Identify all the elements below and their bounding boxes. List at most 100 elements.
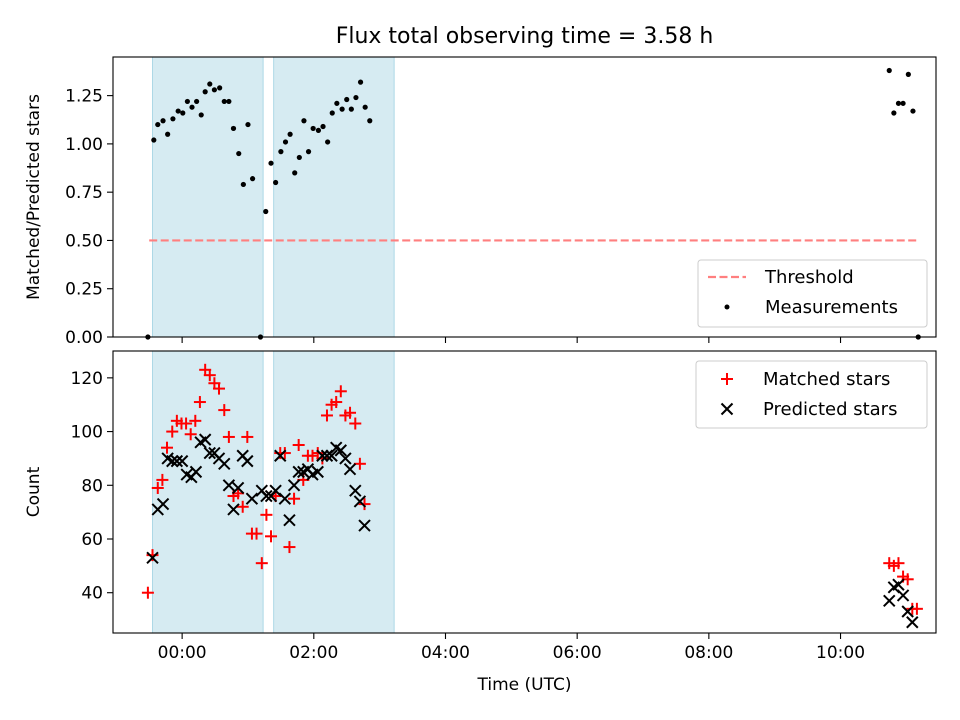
y-tick-label: 120 [71, 369, 103, 389]
predicted-star-point [218, 457, 231, 471]
legend-matched-label: Matched stars [763, 369, 890, 390]
matched-star-point [160, 441, 173, 454]
legend-measurements-label: Measurements [765, 297, 898, 318]
predicted-star-point [189, 465, 203, 479]
measurement-point [334, 100, 340, 106]
bottom-points-layer [141, 363, 923, 629]
predicted-star-point [283, 513, 296, 527]
predicted-star-point [203, 446, 216, 460]
measurement-point [900, 100, 906, 106]
predicted-star-point [175, 454, 189, 468]
measurement-point [198, 112, 204, 118]
measurement-point [891, 110, 897, 116]
measurement-point [221, 98, 227, 105]
top-x-ticks [181, 337, 842, 343]
matched-star-point [892, 557, 905, 570]
predicted-star-point [906, 616, 919, 629]
chart-title: Flux total observing time = 3.58 h [336, 24, 714, 49]
y-tick-label: 80 [81, 476, 103, 496]
matched-star-point [265, 530, 278, 543]
measurement-point [217, 85, 223, 91]
measurement-point [362, 104, 368, 110]
y-tick-label: 1.25 [65, 87, 103, 107]
predicted-star-point [274, 449, 287, 462]
predicted-star-point [245, 492, 259, 505]
predicted-star-point [334, 444, 348, 457]
bottom-legend: Matched stars Predicted stars [695, 360, 928, 429]
matched-star-point [358, 498, 371, 511]
matched-star-point [349, 417, 362, 430]
matched-star-point [222, 430, 235, 443]
shaded-interval [273, 350, 395, 634]
measurement-point [230, 125, 237, 132]
shaded-interval [273, 56, 395, 338]
top-y-axis: 0.00 0.25 0.50 0.75 1.00 1.25 [65, 87, 113, 348]
shaded-interval [152, 350, 264, 634]
matched-star-point [151, 481, 164, 494]
measurement-point [273, 179, 279, 186]
measurement-point [282, 139, 289, 145]
top-y-axis-label: Matched/Predicted stars [24, 94, 44, 300]
measurement-point [353, 94, 359, 101]
x-tick-label: 04:00 [421, 643, 470, 663]
predicted-star-point [287, 479, 301, 492]
matched-star-point [189, 414, 202, 427]
bottom-y-axis-label: Count [24, 466, 44, 517]
measurement-point [189, 104, 195, 110]
bottom-x-axis: 00:00 02:00 04:00 06:00 08:00 10:00 [158, 633, 865, 663]
measurement-point [344, 96, 350, 103]
predicted-star-point [316, 449, 329, 462]
measurement-point [155, 121, 161, 128]
predicted-star-point [892, 578, 905, 591]
matched-star-point [156, 473, 169, 486]
predicted-star-point [292, 465, 305, 479]
matched-star-point [166, 425, 179, 438]
bottom-plot-frame [112, 350, 937, 634]
predicted-star-point [311, 465, 324, 479]
y-tick-label: 40 [81, 584, 103, 604]
measurement-point [895, 100, 902, 106]
top-plot-frame [112, 56, 937, 338]
measurement-point [310, 125, 316, 132]
bottom-y-axis: 40 60 80 100 120 [71, 369, 113, 604]
predicted-star-point [222, 479, 236, 492]
y-tick-label: 60 [81, 530, 103, 550]
matched-star-point [353, 457, 366, 470]
predicted-star-point [227, 503, 240, 516]
matched-star-point [306, 449, 319, 462]
matched-star-point [288, 492, 301, 505]
predicted-star-point [198, 433, 212, 446]
top-measurements-layer [145, 67, 921, 340]
matched-star-point [910, 602, 923, 615]
x-tick-label: 10:00 [816, 643, 865, 663]
measurement-point [905, 71, 911, 77]
measurement-point [278, 149, 284, 155]
shaded-interval [152, 56, 264, 338]
measurement-point [160, 118, 166, 124]
matched-star-point [180, 417, 193, 430]
y-tick-label: 100 [71, 423, 103, 443]
top-legend-box [697, 259, 928, 328]
measurement-point [240, 181, 246, 188]
predicted-star-point [146, 551, 159, 565]
legend-matched-swatch [721, 373, 733, 385]
y-tick-label: 0.50 [65, 231, 103, 251]
predicted-star-point [349, 484, 362, 497]
matched-star-point [320, 409, 333, 422]
measurement-point [910, 108, 916, 114]
measurement-point [339, 106, 345, 112]
matched-star-point [344, 406, 357, 419]
predicted-star-point [339, 452, 352, 465]
measurement-point [151, 137, 157, 143]
measurement-point [301, 118, 307, 124]
matched-star-point [283, 541, 296, 554]
legend-predicted-swatch [720, 402, 734, 416]
measurement-point [170, 116, 176, 122]
x-tick-label: 02:00 [289, 643, 338, 663]
y-tick-label: 0.00 [65, 328, 103, 348]
predicted-star-point [883, 594, 896, 607]
y-tick-label: 0.25 [65, 280, 103, 300]
predicted-star-point [896, 589, 910, 602]
predicted-star-point [278, 492, 292, 505]
